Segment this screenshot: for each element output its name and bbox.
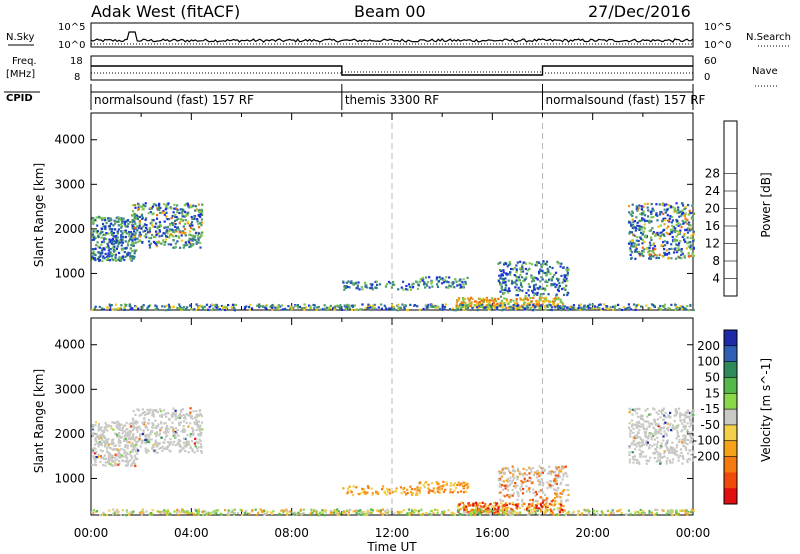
y-tick-label: 4000 [54,133,85,147]
x-tick-label: 04:00 [174,526,209,540]
x-tick-label: 16:00 [475,526,510,540]
x-tick-label: 00:00 [74,526,109,540]
power-colorbar: 4 8 12 16 20 24 28 [705,120,738,297]
colorbar-tick-label: 50 [705,370,720,384]
y-tick-label: 2000 [54,222,85,236]
freq-label: Freq. [12,56,37,67]
colorbar-tick-label: 28 [705,167,720,181]
colorbar-tick-label: -100 [693,434,720,448]
colorbar-tick-label: 24 [705,184,720,198]
velocity-panel: 1000 2000 3000 4000 00:00 04:00 08:00 12:00 16:0… [54,317,711,540]
power-ylabel: Slant Range [km] [32,163,46,267]
nsky-label: N.Sky [6,32,34,43]
nsky-tick-bottom: 10^0 [58,40,85,51]
x-tick-label: 20:00 [575,526,610,540]
x-tick-label: 08:00 [274,526,309,540]
colorbar-tick-label: 4 [712,272,720,286]
colorbar-tick-label: -200 [693,450,720,464]
cpid-segment-label: normalsound (fast) 157 RF [546,93,706,107]
colorbar-tick-label: 100 [697,355,720,369]
y-tick-label: 2000 [54,427,85,441]
freq-unit: [MHz] [6,69,35,80]
colorbar-tick-label: 16 [705,219,720,233]
power-panel: 1000 2000 3000 4000 [54,112,696,312]
nave-tick-bottom: 0 [704,72,710,83]
nave-tick-top: 60 [704,56,717,67]
colorbar-tick-label: 12 [705,237,720,251]
velocity-ylabel: Slant Range [km] [32,369,46,473]
y-tick-label: 1000 [54,266,85,280]
colorbar-tick-label: 8 [712,254,720,268]
y-tick-label: 3000 [54,177,85,191]
y-tick-label: 1000 [54,471,85,485]
nave-series [91,71,693,74]
freq-tick-top: 18 [70,56,83,67]
cpid-segment-label: themis 3300 RF [345,93,439,107]
nsearch-tick-bottom: 10^0 [704,40,731,51]
cpid-segment-label: normalsound (fast) 157 RF [94,93,254,107]
y-tick-label: 4000 [54,338,85,352]
beam-title: Beam 00 [354,2,426,21]
nsky-panel [90,22,694,48]
xlabel: Time UT [366,540,417,554]
x-tick-label: 00:00 [676,526,711,540]
velocity-colorbar-label: Velocity [m s^-1] [759,358,773,462]
nsearch-label: N.Search [746,32,791,43]
cpid-label: CPID [6,93,33,104]
nsky-tick-top: 10^5 [58,22,85,33]
nsky-series [90,31,694,43]
colorbar-tick-label: -50 [700,418,720,432]
power-colorbar-label: Power [dB] [759,172,773,237]
nave-label: Nave [752,66,778,77]
freq-panel [90,55,694,81]
colorbar-tick-label: -15 [700,402,720,416]
cpid-bar: normalsound (fast) 157 RF themis 3300 RF n… [90,84,706,110]
station-title: Adak West (fitACF) [91,2,241,21]
freq-tick-bottom: 8 [74,72,80,83]
date-title: 27/Dec/2016 [588,2,691,21]
colorbar-tick-label: 20 [705,202,720,216]
nsearch-tick-top: 10^5 [704,22,731,33]
colorbar-tick-label: 200 [697,339,720,353]
colorbar-tick-label: 15 [705,386,720,400]
y-tick-label: 3000 [54,382,85,396]
x-tick-label: 12:00 [375,526,410,540]
freq-series [91,65,693,76]
